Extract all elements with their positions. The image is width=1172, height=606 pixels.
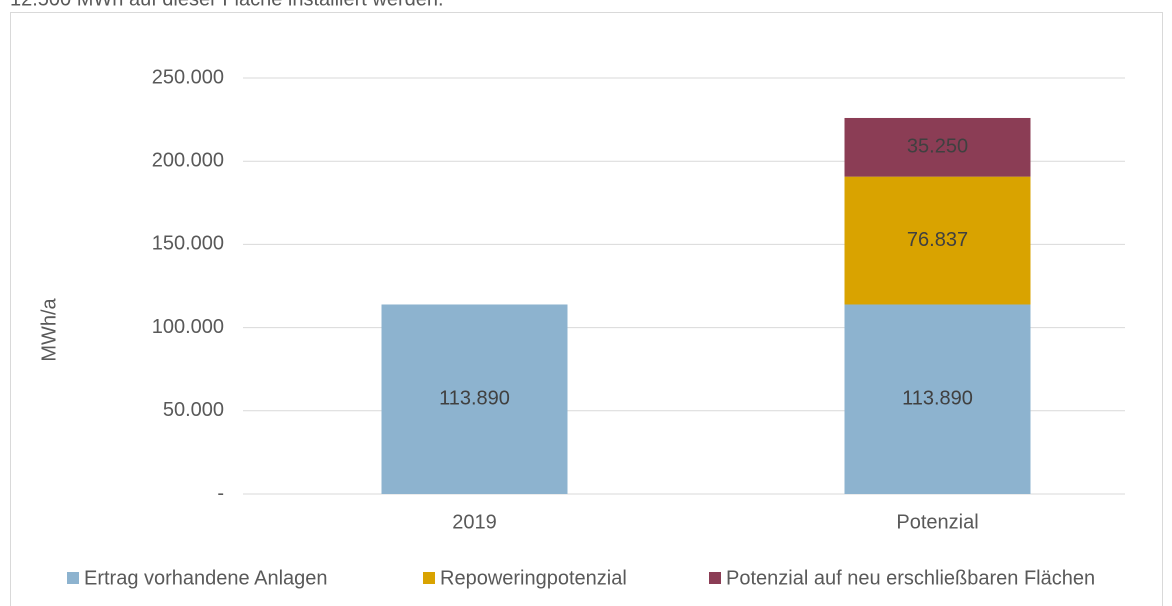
legend-label: Repoweringpotenzial	[440, 567, 627, 589]
y-tick-label: 100.000	[152, 316, 224, 338]
bar-segment	[381, 304, 568, 494]
x-tick-label: 2019	[452, 511, 497, 533]
data-label: 113.890	[439, 388, 510, 410]
y-tick-label: 250.000	[152, 66, 224, 88]
legend-label: Potenzial auf neu erschließbaren Flächen	[726, 567, 1095, 589]
bar-segment	[844, 117, 1031, 177]
y-tick-label: 200.000	[152, 149, 224, 171]
x-tick-label: Potenzial	[896, 511, 978, 533]
legend-swatch	[67, 572, 79, 584]
note-text: 12.500 MWh auf dieser Fläche installiert…	[10, 0, 444, 10]
bar-segment	[844, 176, 1031, 305]
y-axis-label: MWh/a	[38, 297, 60, 361]
y-tick-label: -	[217, 482, 224, 504]
legend-swatch	[709, 572, 721, 584]
y-tick-label: 50.000	[163, 399, 224, 421]
y-tick-label: 150.000	[152, 233, 224, 255]
bar-segment	[844, 304, 1031, 494]
data-label: 113.890	[902, 388, 973, 410]
legend-label: Ertrag vorhandene Anlagen	[84, 567, 328, 589]
legend-swatch	[423, 572, 435, 584]
data-label: 76.837	[907, 229, 968, 251]
data-label: 35.250	[907, 136, 968, 158]
